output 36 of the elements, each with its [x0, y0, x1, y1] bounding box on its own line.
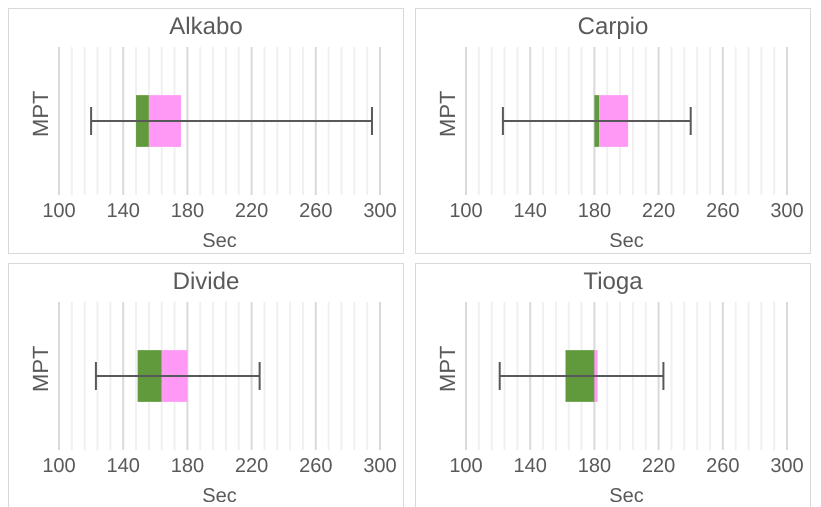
x-tick-label: 300 — [770, 455, 804, 478]
x-tick-label: 260 — [299, 200, 332, 222]
x-tick-label: 140 — [106, 200, 140, 222]
y-axis-title: MPT — [28, 346, 53, 392]
x-tick-label: 100 — [449, 455, 483, 478]
y-axis-title: MPT — [28, 90, 53, 137]
x-axis-title: Sec — [202, 485, 237, 507]
x-tick-label: 180 — [578, 455, 612, 478]
y-axis-title: MPT — [435, 90, 460, 137]
x-tick-label: 260 — [706, 200, 740, 222]
chart-title: Carpio — [576, 13, 650, 42]
x-axis-title: Sec — [202, 230, 237, 252]
x-axis-title: Sec — [609, 485, 644, 507]
x-tick-label: 260 — [299, 455, 332, 478]
y-axis-title: MPT — [435, 346, 460, 392]
x-tick-label: 180 — [170, 200, 204, 222]
x-tick-label: 300 — [770, 200, 804, 222]
x-tick-label: 220 — [642, 455, 676, 478]
x-tick-label: 300 — [363, 455, 397, 478]
x-tick-label: 140 — [106, 455, 140, 478]
x-tick-label: 140 — [514, 455, 547, 478]
x-tick-label: 220 — [234, 455, 268, 478]
x-tick-label: 100 — [42, 455, 76, 478]
chart-title: Divide — [172, 268, 240, 297]
chart-title: Alkabo — [168, 13, 244, 42]
x-tick-label: 180 — [578, 200, 612, 222]
x-tick-label: 100 — [42, 200, 76, 222]
x-tick-label: 220 — [642, 200, 676, 222]
x-tick-label: 220 — [234, 200, 268, 222]
x-tick-label: 300 — [363, 200, 397, 222]
x-tick-label: 100 — [449, 200, 483, 222]
x-tick-label: 260 — [706, 455, 740, 478]
chart-title: Tioga — [582, 268, 644, 297]
x-axis-title: Sec — [609, 230, 644, 252]
x-tick-label: 140 — [514, 200, 547, 222]
x-tick-label: 180 — [170, 455, 204, 478]
